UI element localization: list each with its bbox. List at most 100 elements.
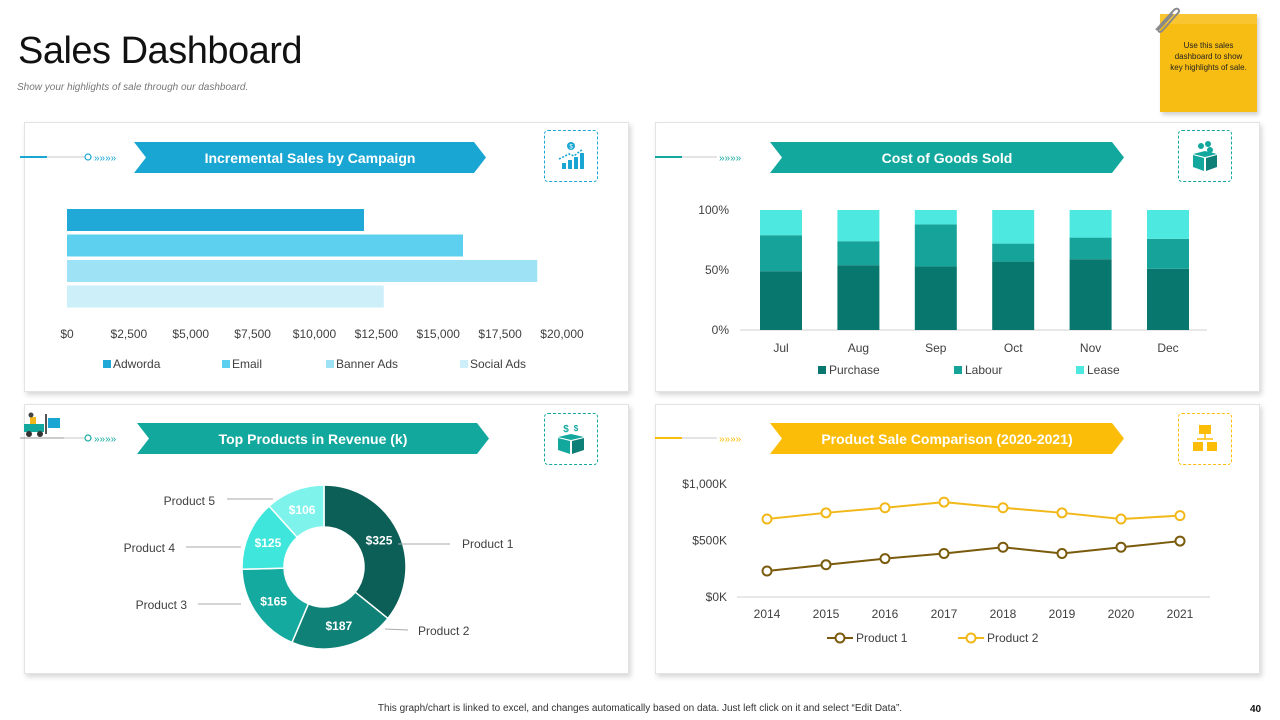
x-tick-label: $15,000 bbox=[417, 327, 461, 341]
x-tick-label: Oct bbox=[1004, 341, 1023, 355]
panel-icon-products: $ $ bbox=[544, 413, 598, 465]
cogs-bar-segment bbox=[914, 210, 957, 225]
panel-title-comparison: Product Sale Comparison (2020-2021) bbox=[770, 423, 1124, 454]
legend-swatch bbox=[1076, 366, 1084, 374]
x-tick-label: $17,500 bbox=[478, 327, 522, 341]
cogs-bar-segment bbox=[1069, 259, 1112, 330]
legend-swatch bbox=[222, 360, 230, 368]
legend-swatch bbox=[103, 360, 111, 368]
campaign-bar-chart: $0 $2,500 $5,000 $7,500 $10,000 $12,500 $15,00… bbox=[60, 209, 584, 371]
legend-label: Social Ads bbox=[470, 357, 526, 371]
sticky-note-text: Use this sales dashboard to show key hig… bbox=[1170, 41, 1247, 72]
slice-value-label: $165 bbox=[260, 594, 287, 608]
series-point bbox=[997, 541, 1009, 553]
series-point bbox=[1115, 513, 1127, 525]
cogs-bar-segment bbox=[1069, 210, 1112, 238]
donut-slice bbox=[290, 591, 389, 650]
svg-text:$: $ bbox=[569, 145, 573, 151]
cogs-bar-segment bbox=[1069, 237, 1112, 260]
cogs-bar-segment bbox=[760, 271, 802, 330]
legend-label: Email bbox=[232, 357, 262, 371]
legend-label: Product 1 bbox=[856, 631, 908, 645]
donut-slice bbox=[323, 484, 407, 620]
product-box-icon bbox=[1193, 141, 1217, 171]
x-tick-label: $12,500 bbox=[355, 327, 399, 341]
callout-line bbox=[384, 628, 409, 631]
x-tick-label: $10,000 bbox=[293, 327, 337, 341]
cogs-bar-segment bbox=[760, 210, 802, 236]
y-tick-label: $500K bbox=[692, 534, 727, 548]
x-tick-label: Aug bbox=[848, 341, 869, 355]
x-tick-label: $2,500 bbox=[111, 327, 148, 341]
banner-connector: »»»» bbox=[655, 153, 742, 164]
cogs-bar-segment bbox=[837, 210, 880, 242]
x-tick-label: 2018 bbox=[990, 607, 1017, 621]
series-point bbox=[1056, 547, 1068, 559]
series-point bbox=[938, 547, 950, 559]
growth-chart-icon: $ bbox=[558, 142, 584, 169]
cogs-bar-segment bbox=[992, 261, 1035, 330]
slice-value-label: $125 bbox=[255, 536, 282, 550]
money-box-icon: $ $ bbox=[558, 424, 584, 454]
series-point bbox=[820, 507, 832, 519]
x-tick-label: 2017 bbox=[931, 607, 958, 621]
x-tick-label: Jul bbox=[773, 341, 788, 355]
slice-value-label: $187 bbox=[325, 619, 352, 633]
legend-label: Lease bbox=[1087, 363, 1120, 377]
series-point bbox=[997, 502, 1009, 514]
panel-icon-campaign: $ bbox=[544, 130, 598, 182]
footer-note: This graph/chart is linked to excel, and… bbox=[377, 703, 903, 714]
slice-category-label: Product 4 bbox=[124, 541, 176, 555]
svg-text:»»»»: »»»» bbox=[719, 434, 742, 445]
x-tick-label: $7,500 bbox=[234, 327, 271, 341]
x-tick-label: 2016 bbox=[872, 607, 899, 621]
slice-category-label: Product 3 bbox=[136, 598, 188, 612]
x-tick-label: $20,000 bbox=[540, 327, 584, 341]
y-tick-label: 0% bbox=[712, 323, 730, 337]
x-tick-label: 2019 bbox=[1049, 607, 1076, 621]
panel-title-products: Top Products in Revenue (k) bbox=[137, 423, 489, 454]
series-line bbox=[766, 501, 1181, 521]
series-point bbox=[1174, 510, 1186, 522]
slice-category-label: Product 5 bbox=[164, 494, 216, 508]
svg-text:»»»»: »»»» bbox=[94, 434, 117, 445]
sticky-note: Use this sales dashboard to show key hig… bbox=[1160, 14, 1257, 112]
y-tick-label: 100% bbox=[698, 203, 729, 217]
legend-label: Purchase bbox=[829, 363, 880, 377]
legend-label: Labour bbox=[965, 363, 1002, 377]
series-point bbox=[761, 565, 773, 577]
legend-swatch bbox=[818, 366, 826, 374]
page-title: Sales Dashboard bbox=[18, 30, 303, 72]
svg-text:$: $ bbox=[574, 424, 579, 433]
slice-category-label: Product 2 bbox=[418, 624, 470, 638]
cogs-bar-segment bbox=[837, 241, 880, 266]
svg-text:»»»»: »»»» bbox=[719, 153, 742, 164]
panel-title-cogs: Cost of Goods Sold bbox=[770, 142, 1124, 173]
series-point bbox=[1115, 541, 1127, 553]
campaign-bar bbox=[67, 285, 384, 308]
x-tick-label: 2015 bbox=[813, 607, 840, 621]
products-donut-chart: $325 $187 $165 $125 $106 Product 1 Product 2 Pr… bbox=[124, 484, 514, 650]
page-number: 40 bbox=[1250, 704, 1262, 715]
legend-swatch bbox=[460, 360, 468, 368]
x-tick-label: Nov bbox=[1080, 341, 1101, 355]
shipping-crates-icon bbox=[1193, 425, 1217, 451]
legend-swatch bbox=[326, 360, 334, 368]
series-point bbox=[1174, 535, 1186, 547]
cogs-bar-segment bbox=[837, 265, 880, 330]
svg-text:»»»»: »»»» bbox=[94, 153, 117, 164]
forklift-icon bbox=[20, 412, 64, 439]
x-tick-label: Dec bbox=[1157, 341, 1178, 355]
cogs-stacked-chart: 0% 50% 100% Jul Aug Sep Oct Nov Dec Purchase Labou… bbox=[698, 203, 1207, 377]
panel-icon-cogs bbox=[1178, 130, 1232, 182]
campaign-bar bbox=[67, 260, 538, 282]
legend-label: Adworda bbox=[113, 357, 161, 371]
panel-title-campaign: Incremental Sales by Campaign bbox=[134, 142, 486, 173]
x-tick-label: 2014 bbox=[754, 607, 781, 621]
y-tick-label: $1,000K bbox=[682, 477, 727, 491]
legend-marker bbox=[965, 632, 977, 644]
comparison-line-chart: $0K $500K $1,000K 2014 2015 2016 2017 2018 2019 2… bbox=[682, 477, 1210, 645]
cogs-bar-segment bbox=[992, 210, 1035, 244]
series-point bbox=[820, 559, 832, 571]
slice-category-label: Product 1 bbox=[462, 537, 514, 551]
